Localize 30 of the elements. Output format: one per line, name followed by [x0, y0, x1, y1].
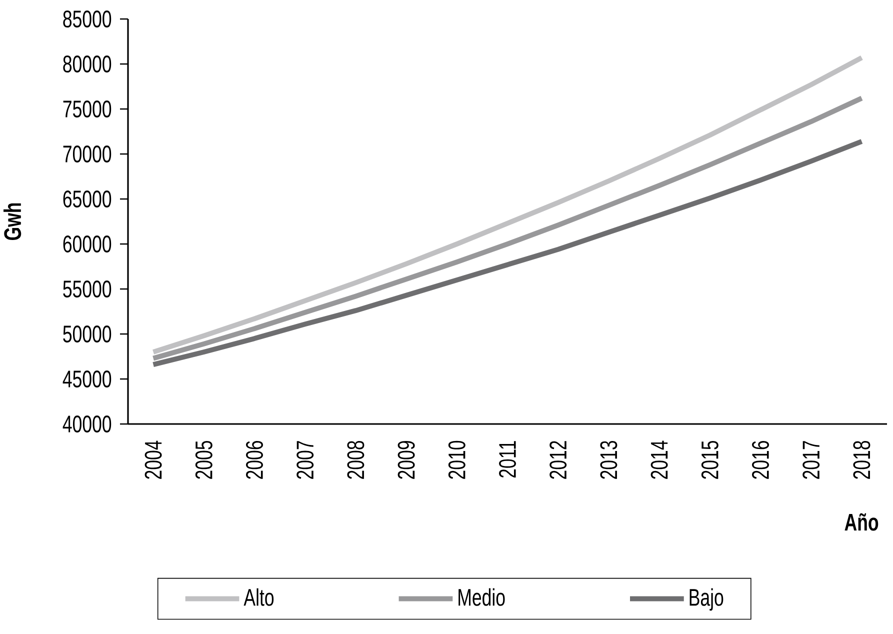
- x-axis-title: Año: [844, 513, 878, 531]
- y-tick-label: 65000: [63, 190, 112, 208]
- legend-label: Medio: [458, 588, 505, 606]
- x-tick-label: 2011: [499, 441, 516, 478]
- y-tick-label: 75000: [63, 100, 112, 118]
- y-tick-label: 60000: [63, 235, 112, 252]
- x-tick-label: 2014: [650, 440, 668, 479]
- x-tick-label: 2016: [752, 440, 770, 479]
- x-tick-label: 2005: [195, 440, 212, 479]
- y-tick-label: 40000: [62, 415, 112, 432]
- x-tick-label: 2004: [144, 440, 162, 479]
- y-tick-label: 45000: [62, 370, 112, 388]
- y-tick-label: 55000: [63, 280, 112, 298]
- y-tick-label: 80000: [63, 55, 112, 72]
- x-tick-label: 2017: [802, 441, 820, 479]
- x-tick-label: 2008: [347, 440, 364, 479]
- legend-label: Alto: [244, 588, 274, 606]
- legend-label: Bajo: [690, 588, 724, 611]
- x-tick-label: 2007: [296, 441, 314, 479]
- y-tick-label: 50000: [63, 325, 112, 342]
- x-tick-label: 2010: [448, 440, 466, 479]
- x-tick-label: 2012: [550, 441, 567, 479]
- y-tick-label: 85000: [63, 10, 112, 28]
- x-tick-label: 2013: [600, 440, 618, 479]
- x-tick-label: 2009: [398, 441, 415, 479]
- x-tick-label: 2018: [853, 440, 870, 479]
- x-tick-label: 2006: [246, 440, 263, 479]
- y-tick-label: 70000: [63, 145, 112, 162]
- y-axis-title: Gwh: [4, 203, 22, 240]
- x-tick-label: 2015: [701, 440, 718, 479]
